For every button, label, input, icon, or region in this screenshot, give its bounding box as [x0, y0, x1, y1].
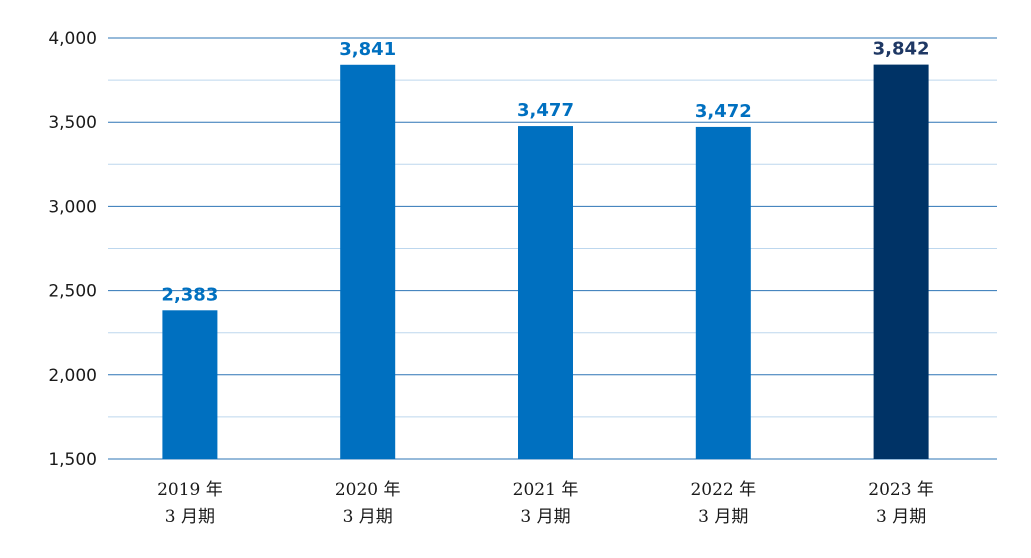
x-category-label: 2021 年: [513, 480, 579, 500]
x-category-label: 2022 年: [690, 480, 756, 500]
x-category-label: 3 月期: [343, 507, 393, 527]
bar: [162, 310, 218, 459]
x-category-label: 3 月期: [876, 507, 926, 527]
data-label: 3,841: [339, 39, 396, 60]
data-label: 3,477: [517, 100, 574, 121]
x-category-label: 3 月期: [698, 507, 748, 527]
y-tick-label: 3,000: [48, 197, 97, 217]
y-tick-label: 2,500: [48, 282, 97, 302]
data-labels: 2,383 3,841 3,477 3,472 3,842: [161, 39, 929, 306]
bars: [162, 64, 929, 460]
x-axis: 2019 年 3 月期 2020 年 3 月期 2021 年 3 月期 2022 年 3 月期…: [157, 480, 934, 527]
y-tick-label: 2,000: [48, 366, 97, 386]
data-label: 3,472: [695, 101, 752, 122]
bar: [340, 64, 396, 459]
x-category-label: 2023 年: [868, 480, 934, 500]
y-axis: 1,500 2,000 2,500 3,000 3,500 4,000: [48, 29, 97, 470]
data-label: 3,842: [873, 39, 930, 60]
bar: [873, 64, 929, 459]
x-category-label: 3 月期: [520, 507, 570, 527]
y-tick-label: 1,500: [48, 450, 97, 470]
data-label: 2,383: [161, 284, 218, 305]
y-tick-label: 3,500: [48, 113, 97, 133]
x-category-label: 2020 年: [335, 480, 401, 500]
bar: [518, 126, 573, 460]
x-category-label: 2019 年: [157, 480, 223, 500]
x-category-label: 3 月期: [165, 507, 215, 527]
bar: [695, 126, 751, 460]
y-tick-label: 4,000: [48, 29, 97, 49]
